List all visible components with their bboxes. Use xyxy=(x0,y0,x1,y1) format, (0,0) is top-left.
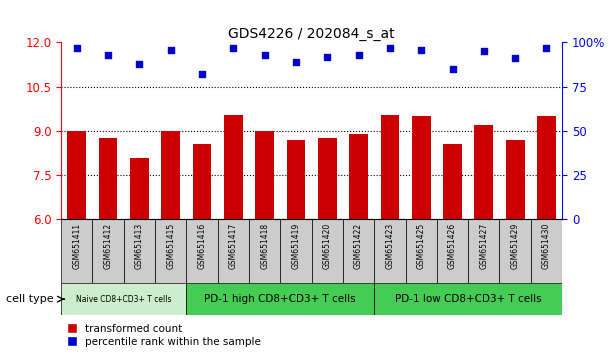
Text: GSM651427: GSM651427 xyxy=(480,223,488,269)
Bar xyxy=(186,219,218,283)
Bar xyxy=(123,219,155,283)
Bar xyxy=(92,219,123,283)
Text: cell type: cell type xyxy=(6,294,54,304)
Point xyxy=(229,45,238,51)
Point xyxy=(541,45,551,51)
Bar xyxy=(61,219,92,283)
Point xyxy=(510,56,520,61)
Text: GSM651425: GSM651425 xyxy=(417,223,426,269)
Point xyxy=(103,52,113,58)
Bar xyxy=(192,144,211,219)
Text: GSM651422: GSM651422 xyxy=(354,223,363,269)
Bar xyxy=(381,115,400,219)
Bar xyxy=(186,283,374,315)
Bar xyxy=(61,283,186,315)
Bar xyxy=(500,219,531,283)
Point xyxy=(134,61,144,67)
Point xyxy=(385,45,395,51)
Text: GSM651417: GSM651417 xyxy=(229,223,238,269)
Bar xyxy=(255,131,274,219)
Bar xyxy=(531,219,562,283)
Point xyxy=(72,45,82,51)
Point xyxy=(479,48,489,54)
Point xyxy=(323,54,332,59)
Point xyxy=(291,59,301,65)
Point xyxy=(197,72,207,77)
Point xyxy=(416,47,426,52)
Bar xyxy=(343,219,375,283)
Bar xyxy=(130,158,149,219)
Bar xyxy=(537,116,556,219)
Text: GSM651430: GSM651430 xyxy=(542,223,551,269)
Bar xyxy=(443,144,462,219)
Point xyxy=(354,52,364,58)
Bar xyxy=(406,219,437,283)
Bar xyxy=(99,138,117,219)
Bar xyxy=(312,219,343,283)
Text: GSM651413: GSM651413 xyxy=(135,223,144,269)
Text: GSM651415: GSM651415 xyxy=(166,223,175,269)
Bar xyxy=(287,140,306,219)
Text: GSM651416: GSM651416 xyxy=(197,223,207,269)
Text: GSM651412: GSM651412 xyxy=(104,223,112,269)
Text: GSM651426: GSM651426 xyxy=(448,223,457,269)
Bar xyxy=(349,134,368,219)
Bar xyxy=(67,131,86,219)
Text: GSM651411: GSM651411 xyxy=(72,223,81,269)
Bar xyxy=(374,283,562,315)
Text: GSM651420: GSM651420 xyxy=(323,223,332,269)
Bar xyxy=(155,219,186,283)
Title: GDS4226 / 202084_s_at: GDS4226 / 202084_s_at xyxy=(229,28,395,41)
Bar xyxy=(161,131,180,219)
Point xyxy=(260,52,269,58)
Bar xyxy=(318,138,337,219)
Text: GSM651429: GSM651429 xyxy=(511,223,519,269)
Bar xyxy=(506,140,524,219)
Text: GSM651418: GSM651418 xyxy=(260,223,269,269)
Bar xyxy=(437,219,468,283)
Text: PD-1 low CD8+CD3+ T cells: PD-1 low CD8+CD3+ T cells xyxy=(395,294,541,304)
Bar xyxy=(249,219,280,283)
Bar xyxy=(468,219,500,283)
Text: PD-1 high CD8+CD3+ T cells: PD-1 high CD8+CD3+ T cells xyxy=(205,294,356,304)
Bar xyxy=(280,219,312,283)
Point xyxy=(448,66,458,72)
Bar xyxy=(218,219,249,283)
Bar xyxy=(475,125,493,219)
Text: GSM651419: GSM651419 xyxy=(291,223,301,269)
Text: GSM651423: GSM651423 xyxy=(386,223,394,269)
Bar xyxy=(374,219,406,283)
Bar xyxy=(412,116,431,219)
Text: Naive CD8+CD3+ T cells: Naive CD8+CD3+ T cells xyxy=(76,295,172,304)
Bar xyxy=(224,115,243,219)
Legend: transformed count, percentile rank within the sample: transformed count, percentile rank withi… xyxy=(67,324,261,347)
Point xyxy=(166,47,175,52)
